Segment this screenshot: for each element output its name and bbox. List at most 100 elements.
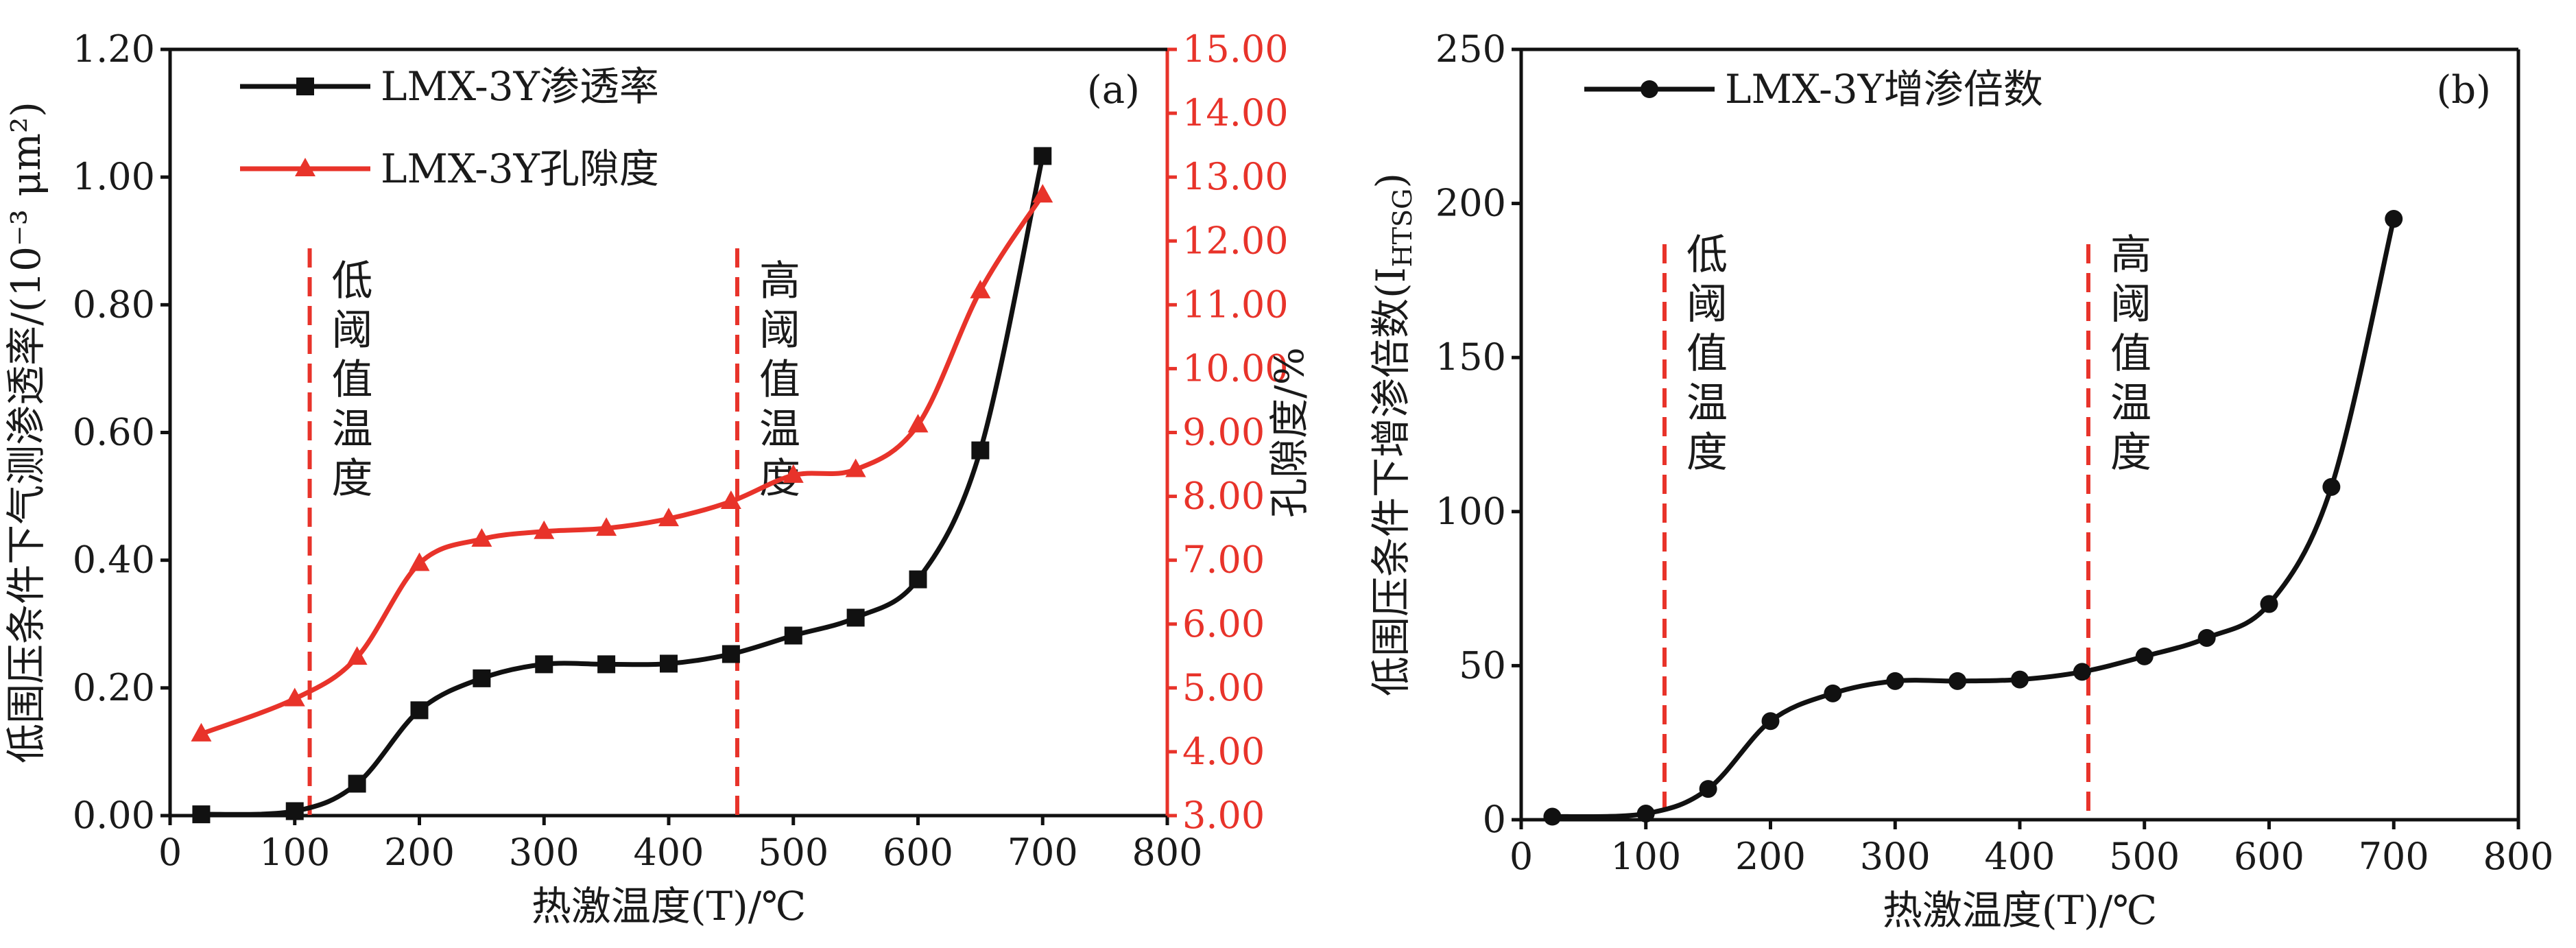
- y2-tick-label: 15.00: [1182, 27, 1289, 71]
- threshold-label-char: 低: [1686, 231, 1728, 279]
- y2-tick-label: 12.00: [1182, 219, 1289, 262]
- y-axis-title: 低围压条件下增渗倍数(IHTSG): [1368, 173, 1418, 696]
- y2-tick-label: 14.00: [1182, 91, 1289, 134]
- panel-b-chart: 0 100 200 300 400 500 600 700 800 0 50 100 150 200 250…: [1368, 27, 2554, 934]
- x-tick-label: 600: [883, 831, 953, 874]
- data-point: [1032, 184, 1053, 203]
- data-point: [660, 654, 678, 673]
- y2-tick-label: 11.00: [1182, 283, 1289, 326]
- x-tick-label: 0: [1510, 835, 1533, 878]
- series-line: [201, 155, 1045, 817]
- threshold-label-char: 值: [332, 356, 373, 404]
- data-point: [658, 508, 679, 527]
- x-tick-label: 500: [758, 831, 828, 874]
- y2-tick-label: 10.00: [1182, 346, 1289, 390]
- data-point: [971, 441, 990, 460]
- y2-tick-label: 9.00: [1182, 411, 1265, 454]
- x-tick-label: 300: [509, 831, 580, 874]
- x-tick-label: 400: [1984, 835, 2055, 878]
- x-tick-label: 0: [158, 831, 182, 874]
- y2-tick-label: 4.00: [1182, 730, 1265, 773]
- x-tick-label: 400: [633, 831, 704, 874]
- y-tick-label: 0: [1483, 798, 1506, 841]
- data-point: [2385, 210, 2403, 228]
- threshold-label-char: 度: [1686, 429, 1728, 477]
- threshold-label-char: 高: [2110, 231, 2151, 279]
- y2-tick-label: 5.00: [1182, 666, 1265, 709]
- data-point: [2197, 628, 2216, 647]
- x-tick-label: 600: [2234, 835, 2304, 878]
- x-tick-label: 500: [2109, 835, 2180, 878]
- data-point: [907, 414, 929, 433]
- y2-tick-label: 7.00: [1182, 538, 1265, 582]
- y-tick-label: 0.00: [73, 794, 155, 837]
- data-point: [409, 552, 430, 571]
- data-point: [192, 805, 211, 824]
- data-point: [2322, 477, 2341, 496]
- data-point: [909, 570, 927, 589]
- x-tick-label: 800: [1132, 831, 1202, 874]
- data-point: [783, 464, 804, 483]
- threshold-label-char: 度: [2110, 429, 2151, 477]
- data-point: [720, 490, 741, 510]
- data-point: [473, 669, 491, 687]
- y-tick-label: 0.40: [73, 538, 155, 582]
- y-tick-label: 50: [1459, 643, 1506, 687]
- data-point: [784, 626, 802, 645]
- data-point: [1761, 712, 1780, 731]
- data-point: [535, 655, 553, 674]
- x-axis-title: 热激温度(T)/℃: [532, 883, 806, 929]
- data-point: [846, 608, 865, 627]
- y-axis-title-main: 低围压条件下气测渗透率/(10⁻³ μm²): [3, 102, 49, 763]
- y-tick-label: 0.80: [73, 283, 155, 326]
- legend-label: LMX-3Y孔隙度: [381, 145, 659, 192]
- panel-label: (b): [2436, 68, 2491, 112]
- data-point: [410, 701, 429, 720]
- x-tick-label: 300: [1860, 835, 1931, 878]
- threshold-label-char: 阈: [332, 307, 373, 355]
- y2-tick-label: 6.00: [1182, 602, 1265, 645]
- data-point: [471, 528, 492, 547]
- y2-tick-label: 8.00: [1182, 475, 1265, 518]
- y-tick-label: 250: [1435, 27, 1506, 71]
- threshold-label-char: 度: [332, 455, 373, 503]
- y-tick-label: 200: [1435, 182, 1506, 225]
- threshold-label-char: 温: [332, 405, 373, 453]
- data-point: [2073, 663, 2091, 681]
- legend-marker: [296, 78, 314, 95]
- data-point: [285, 802, 304, 820]
- y-tick-label: 0.20: [73, 666, 155, 709]
- data-point: [284, 687, 305, 707]
- y2-tick-label: 13.00: [1182, 155, 1289, 198]
- data-point: [348, 774, 366, 793]
- y2-axis-title: 孔隙度/%: [1266, 347, 1313, 518]
- legend-label: LMX-3Y增渗倍数: [1725, 66, 2043, 112]
- y-tick-label: 1.20: [73, 27, 155, 71]
- legend-marker: [295, 158, 315, 176]
- threshold-label-char: 高: [759, 257, 800, 305]
- data-point: [1543, 807, 1562, 826]
- x-tick-label: 700: [1007, 831, 1078, 874]
- threshold-label-char: 值: [2110, 330, 2151, 378]
- threshold-label-char: 温: [2110, 379, 2151, 427]
- data-point: [2260, 595, 2278, 613]
- threshold-label-char: 阈: [1686, 281, 1728, 329]
- panel-label: (a): [1087, 68, 1140, 112]
- data-point: [596, 517, 617, 536]
- threshold-label-char: 值: [1686, 330, 1728, 378]
- data-point: [191, 722, 212, 742]
- y-tick-label: 150: [1435, 335, 1506, 379]
- threshold-label-char: 值: [759, 356, 800, 404]
- x-tick-label: 200: [384, 831, 455, 874]
- panel-a-chart: 0 100 200 300 400 500 600 700 800 0.00 0.20 0.40 0.6…: [3, 27, 1313, 929]
- y-axis-title-sub: HTSG: [1387, 189, 1418, 268]
- threshold-label-char: 温: [759, 405, 800, 453]
- data-point: [721, 645, 740, 663]
- data-point: [1886, 672, 1905, 690]
- data-point: [534, 520, 555, 539]
- data-point: [1034, 147, 1052, 165]
- threshold-label-char: 阈: [759, 307, 800, 355]
- data-point: [1824, 684, 1842, 702]
- y-axis-title: 低围压条件下气测渗透率/(10⁻³ μm²): [3, 102, 49, 763]
- data-point: [2011, 670, 2029, 689]
